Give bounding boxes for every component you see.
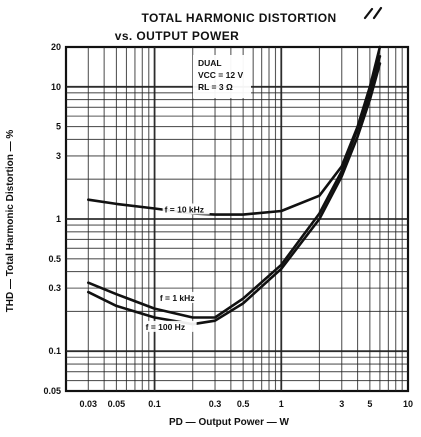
y-tick-label: 1 xyxy=(56,214,61,224)
x-axis-label: PD — Output Power — W xyxy=(169,417,290,428)
curve-layer xyxy=(87,45,382,326)
x-tick-label: 1 xyxy=(279,399,284,409)
series-10khz-label: f = 10 kHz xyxy=(165,204,204,214)
y-tick-label: 0.05 xyxy=(43,386,61,396)
condition-dual: DUAL xyxy=(198,58,222,68)
series-label-background xyxy=(143,320,197,332)
grid-layer xyxy=(64,45,410,393)
y-tick-label: 0.1 xyxy=(48,346,61,356)
annotation-layer: f = 10 kHz f = 1 kHz f = 100 Hz DUAL VCC = 1… xyxy=(143,6,383,332)
y-tick-label: 0.5 xyxy=(48,254,61,264)
series-100hz-label: f = 100 Hz xyxy=(146,322,185,332)
conditions-box xyxy=(193,55,251,98)
chart-title: TOTAL HARMONIC DISTORTION xyxy=(141,11,336,25)
series-1khz-label: f = 1 kHz xyxy=(160,293,195,303)
y-axis-label: THD — Total Harmonic Distortion — % xyxy=(5,130,16,313)
x-tick-label: 0.1 xyxy=(148,399,161,409)
chart-subtitle: vs. OUTPUT POWER xyxy=(115,29,239,43)
y-tick-label: 20 xyxy=(51,42,61,52)
x-tick-label: 3 xyxy=(339,399,344,409)
x-tick-label: 5 xyxy=(367,399,372,409)
y-tick-label: 10 xyxy=(51,82,61,92)
condition-vcc: VCC = 12 V xyxy=(198,70,243,80)
x-tick-label: 0.3 xyxy=(209,399,222,409)
x-tick-label: 0.05 xyxy=(108,399,126,409)
x-tick-label: 0.5 xyxy=(237,399,250,409)
series-label-background xyxy=(157,291,205,303)
y-tick-label: 3 xyxy=(56,151,61,161)
corner-mark xyxy=(363,6,383,20)
y-tick-label: 5 xyxy=(56,122,61,132)
y-tick-label: 0.3 xyxy=(48,283,61,293)
x-tick-label: 0.03 xyxy=(80,399,98,409)
condition-rl: RL = 3 Ω xyxy=(198,82,233,92)
series-1khz-curve xyxy=(87,55,382,319)
series-100hz-curve xyxy=(87,62,382,326)
series-label-background xyxy=(162,203,210,215)
x-tick-label: 10 xyxy=(403,399,413,409)
tick-layer: 0.03 0.05 0.1 0.3 0.5 1 3 5 10 0.05 0.1 0.3 0.5 1 3 5 10… xyxy=(43,42,413,409)
